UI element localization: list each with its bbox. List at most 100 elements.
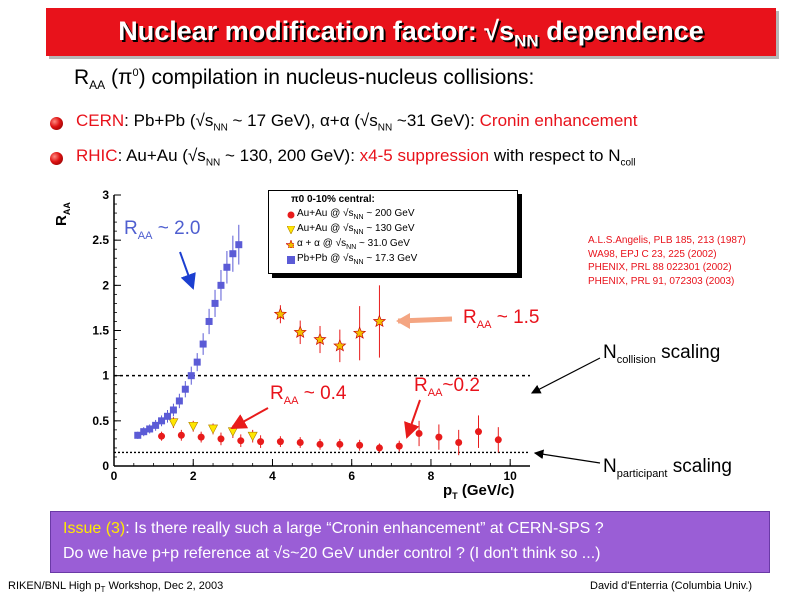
data-point [217, 435, 225, 443]
reference-item: PHENIX, PRL 88 022301 (2002) [588, 262, 732, 273]
chart-marks [134, 224, 502, 456]
data-point [333, 338, 347, 352]
y-tick-label: 1 [102, 369, 109, 383]
data-point [193, 358, 201, 366]
data-point [276, 438, 284, 446]
bullet-icon [50, 152, 63, 165]
x-tick-label: 6 [348, 469, 355, 483]
issue-box: Issue (3): Is there really such a large … [50, 511, 770, 573]
data-point [229, 250, 237, 258]
annotation-raa-02: RAA~0.2 [414, 375, 480, 399]
bullet-rhic: RHIC: Au+Au (√sNN ~ 130, 200 GeV): x4-5 … [76, 146, 636, 169]
y-tick-label: 2.5 [92, 233, 109, 247]
annotation-ncollision-scaling: Ncollision scaling [603, 342, 721, 366]
legend-entry: Au+Au @ √sNN ~ 200 GeV [287, 208, 415, 222]
reference-item: A.L.S.Angelis, PLB 185, 213 (1987) [588, 235, 746, 246]
data-point [223, 263, 231, 271]
bullet-icon [50, 117, 63, 130]
data-point [375, 444, 383, 452]
data-point [168, 418, 179, 428]
chart-legend: π0 0-10% central: Au+Au @ √sNN ~ 200 GeV… [268, 190, 518, 274]
x-tick-label: 2 [190, 469, 197, 483]
data-point [158, 417, 166, 425]
data-point [296, 439, 304, 447]
issue-line-1: Issue (3): Is there really such a large … [63, 520, 604, 537]
data-point [205, 317, 213, 325]
data-point [199, 340, 207, 348]
y-tick-label: 0.5 [92, 414, 109, 428]
data-point [293, 325, 307, 338]
data-point [181, 385, 189, 393]
data-point [237, 437, 245, 445]
data-point [163, 412, 171, 420]
data-point [227, 427, 238, 437]
data-point [187, 372, 195, 380]
footer-right: David d'Enterria (Columbia Univ.) [590, 580, 753, 592]
arrow-ncoll [530, 357, 601, 394]
y-tick-label: 3 [102, 188, 109, 202]
data-point [217, 281, 225, 289]
data-point [352, 326, 367, 339]
references: A.L.S.Angelis, PLB 185, 213 (1987) WA98,… [588, 234, 746, 288]
data-point [175, 397, 183, 405]
data-point [235, 241, 243, 249]
footer-left: RIKEN/BNL High pT Workshop, Dec 2, 2003 [8, 580, 224, 595]
annotation-raa-20: RAA ~ 2.0 [124, 218, 201, 242]
data-point [140, 428, 148, 436]
data-point [494, 436, 502, 444]
x-tick-label: 10 [504, 469, 518, 483]
data-point [177, 431, 185, 439]
y-axis-label: RAA [53, 202, 72, 226]
y-tick-label: 0 [102, 459, 109, 473]
chart-axes: 0 2 4 6 8 10 0 0.5 1 1.5 2 2.5 3 [92, 188, 530, 483]
data-point [158, 432, 166, 440]
x-tick-label: 0 [111, 469, 118, 483]
subtitle: RAA (π0) compilation in nucleus-nucleus … [74, 66, 535, 93]
data-point [146, 425, 154, 433]
data-point [208, 424, 219, 435]
reference-item: WA98, EPJ C 23, 225 (2002) [588, 248, 717, 260]
star-icon [286, 240, 294, 248]
data-point [134, 431, 142, 439]
data-point [415, 429, 423, 437]
reference-item: PHENIX, PRL 91, 072303 (2003) [588, 275, 735, 287]
data-point [197, 433, 205, 441]
legend-title: π0 0-10% central: [291, 194, 375, 205]
annotation-raa-15: RAA ~ 1.5 [463, 307, 540, 331]
data-point [152, 421, 160, 429]
data-point [211, 299, 219, 307]
annotation-nparticipant-scaling: Nparticipant scaling [603, 456, 732, 480]
x-tick-label: 4 [269, 469, 276, 483]
y-tick-label: 2 [102, 278, 109, 292]
data-point [474, 428, 482, 436]
blue-square-icon [287, 256, 295, 264]
yellow-triangle-icon [287, 226, 295, 234]
arrow-raa15-head [396, 313, 410, 329]
issue-line-2: Do we have p+p reference at √s~20 GeV un… [63, 545, 601, 562]
slide-title: Nuclear modification factor: √sNN depend… [118, 16, 704, 51]
data-point [395, 442, 403, 450]
x-axis-label: pT (GeV/c) [443, 482, 515, 501]
arrow-npart [533, 449, 601, 464]
data-point [435, 433, 443, 441]
title-bar: Nuclear modification factor: √sNN depend… [46, 8, 776, 56]
arrow-raa20 [179, 251, 196, 290]
annotation-arrows [179, 251, 601, 464]
arrow-raa04 [230, 407, 269, 429]
bullet-cern: CERN: Pb+Pb (√sNN ~ 17 GeV), α+α (√sNN ~… [76, 111, 638, 134]
y-tick-label: 1.5 [92, 324, 109, 338]
legend-entry: α + α @ √sNN ~ 31.0 GeV [286, 238, 410, 252]
data-point [247, 431, 258, 442]
legend-entry: Pb+Pb @ √sNN ~ 17.3 GeV [287, 253, 417, 267]
arrow-raa02 [404, 399, 421, 439]
data-point [316, 440, 324, 448]
data-point [313, 332, 327, 346]
data-point [455, 439, 463, 447]
x-tick-label: 8 [428, 469, 435, 483]
legend-entry: Au+Au @ √sNN ~ 130 GeV [287, 223, 415, 237]
data-point [372, 314, 387, 328]
data-point [356, 441, 364, 449]
data-point [273, 307, 288, 320]
red-circle-icon [287, 211, 295, 219]
